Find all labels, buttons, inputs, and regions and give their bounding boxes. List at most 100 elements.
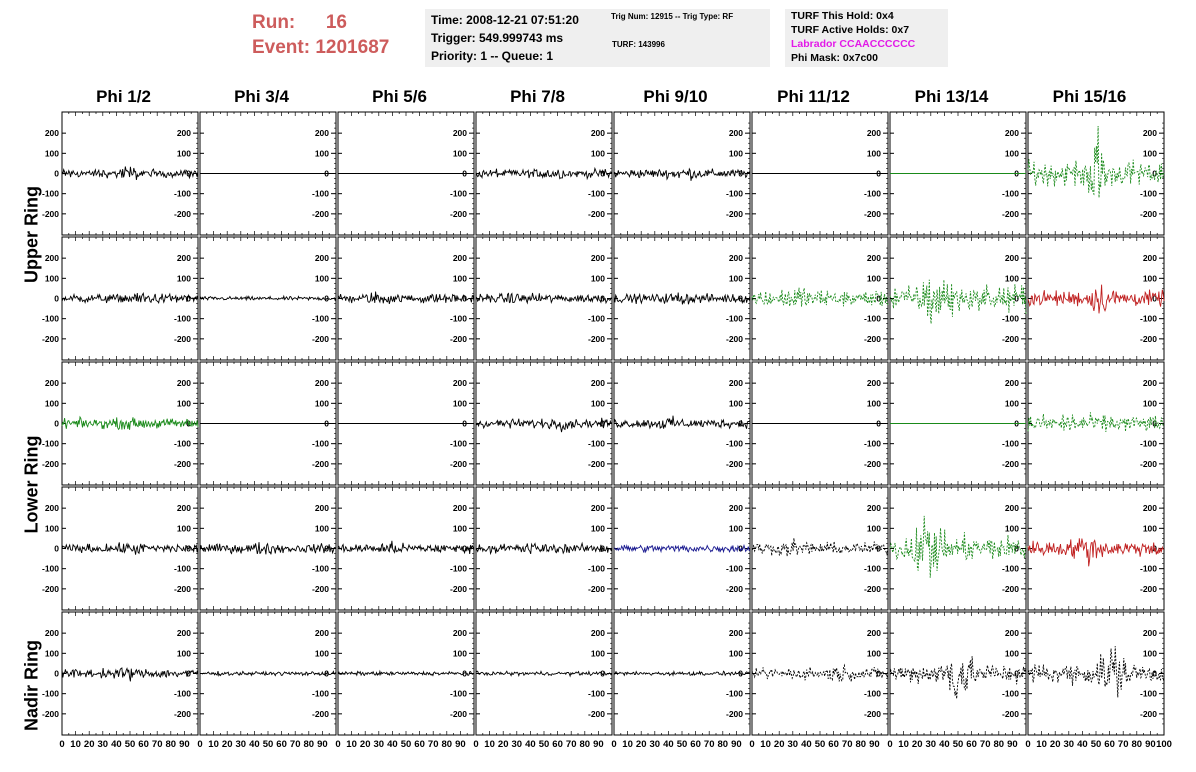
y-tick-label: 200 bbox=[729, 628, 743, 638]
x-tick-label: 10 bbox=[70, 739, 81, 750]
x-tick-label: 20 bbox=[498, 739, 509, 750]
y-tick-label: 200 bbox=[867, 378, 881, 388]
y-tick-label: -100 bbox=[588, 189, 605, 199]
x-tick-label: 10 bbox=[346, 739, 357, 750]
x-tick-label: 70 bbox=[566, 739, 577, 750]
y-tick-label: -100 bbox=[174, 564, 191, 574]
x-tick-label: 80 bbox=[442, 739, 453, 750]
x-tick-label: 80 bbox=[580, 739, 591, 750]
y-tick-label: 100 bbox=[729, 273, 743, 283]
waveform bbox=[61, 415, 199, 431]
y-tick-label: 200 bbox=[591, 128, 605, 138]
x-tick-label: 70 bbox=[980, 739, 991, 750]
run-event-info: Run: 16 Event: 1201687 bbox=[252, 10, 389, 60]
y-tick-label: -100 bbox=[42, 689, 59, 699]
x-tick-label: 30 bbox=[926, 739, 937, 750]
y-tick-label: -200 bbox=[1140, 709, 1157, 719]
y-tick-label: -200 bbox=[1002, 459, 1019, 469]
y-tick-label: -200 bbox=[1002, 709, 1019, 719]
y-tick-label: -200 bbox=[312, 334, 329, 344]
y-tick-label: 200 bbox=[729, 378, 743, 388]
waveform bbox=[613, 167, 751, 181]
y-tick-label: 100 bbox=[591, 398, 605, 408]
waveform bbox=[751, 287, 889, 307]
y-tick-label: -200 bbox=[726, 209, 743, 219]
x-tick-label: 90 bbox=[455, 739, 466, 750]
y-tick-label: -200 bbox=[174, 709, 191, 719]
y-tick-label: 100 bbox=[1005, 148, 1019, 158]
waveform bbox=[475, 292, 613, 305]
x-tick-label: 90 bbox=[179, 739, 190, 750]
waveform bbox=[1027, 412, 1165, 432]
y-tick-label: -100 bbox=[864, 314, 881, 324]
y-tick-label: 100 bbox=[867, 648, 881, 658]
y-tick-label: 0 bbox=[1152, 294, 1157, 304]
column-header: Phi 9/10 bbox=[643, 87, 708, 106]
y-tick-label: 200 bbox=[1143, 378, 1157, 388]
x-tick-label: 50 bbox=[815, 739, 826, 750]
x-tick-label: 30 bbox=[374, 739, 385, 750]
waveform bbox=[1027, 538, 1165, 567]
y-tick-label: 100 bbox=[315, 398, 329, 408]
y-tick-label: 100 bbox=[45, 648, 59, 658]
x-tick-label: 80 bbox=[1132, 739, 1143, 750]
y-tick-label: 100 bbox=[177, 148, 191, 158]
y-tick-label: 200 bbox=[453, 128, 467, 138]
y-tick-label: 100 bbox=[729, 398, 743, 408]
y-tick-label: 200 bbox=[867, 628, 881, 638]
y-tick-label: 100 bbox=[867, 273, 881, 283]
waveform bbox=[200, 670, 337, 677]
turf-this-hold: TURF This Hold: 0x4 bbox=[791, 10, 894, 22]
y-tick-label: -100 bbox=[864, 189, 881, 199]
x-tick-label: 80 bbox=[994, 739, 1005, 750]
y-tick-label: 0 bbox=[54, 544, 59, 554]
y-tick-label: -100 bbox=[450, 564, 467, 574]
y-tick-label: 100 bbox=[591, 273, 605, 283]
y-tick-label: -200 bbox=[450, 209, 467, 219]
x-tick-label: 30 bbox=[650, 739, 661, 750]
y-tick-label: 100 bbox=[315, 523, 329, 533]
y-tick-label: 200 bbox=[867, 128, 881, 138]
y-tick-label: 0 bbox=[54, 669, 59, 679]
y-tick-label: 100 bbox=[177, 273, 191, 283]
y-tick-label: 200 bbox=[1005, 503, 1019, 513]
y-tick-label: -200 bbox=[312, 209, 329, 219]
x-tick-label: 40 bbox=[387, 739, 398, 750]
waveform bbox=[889, 656, 1027, 699]
x-tick-label: 0 bbox=[335, 739, 340, 750]
y-tick-label: -200 bbox=[1140, 209, 1157, 219]
time-info-box: Time: 2008-12-21 07:51:20 Trigger: 549.9… bbox=[425, 9, 608, 67]
x-tick-label: 60 bbox=[138, 739, 149, 750]
column-header: Phi 1/2 bbox=[96, 87, 151, 106]
y-tick-label: 100 bbox=[45, 273, 59, 283]
x-tick-label: 50 bbox=[677, 739, 688, 750]
y-tick-label: -200 bbox=[726, 584, 743, 594]
y-tick-label: -100 bbox=[174, 439, 191, 449]
x-tick-label: 40 bbox=[525, 739, 536, 750]
y-tick-label: -200 bbox=[1002, 334, 1019, 344]
y-tick-label: 100 bbox=[453, 398, 467, 408]
waveform bbox=[889, 515, 1027, 578]
y-tick-label: -100 bbox=[312, 689, 329, 699]
x-tick-label: 60 bbox=[690, 739, 701, 750]
y-tick-label: 100 bbox=[729, 148, 743, 158]
y-tick-label: -100 bbox=[450, 439, 467, 449]
y-tick-label: 200 bbox=[453, 253, 467, 263]
y-tick-label: -200 bbox=[726, 709, 743, 719]
x-tick-label: 50 bbox=[125, 739, 136, 750]
y-tick-label: -200 bbox=[450, 709, 467, 719]
y-tick-label: 200 bbox=[1143, 128, 1157, 138]
x-tick-label: 40 bbox=[111, 739, 122, 750]
y-tick-label: -100 bbox=[42, 189, 59, 199]
x-tick-label: 90 bbox=[869, 739, 880, 750]
x-tick-label: 10 bbox=[1036, 739, 1047, 750]
y-tick-label: 100 bbox=[453, 273, 467, 283]
y-tick-label: -100 bbox=[588, 314, 605, 324]
y-tick-label: 200 bbox=[867, 253, 881, 263]
x-tick-label: 30 bbox=[236, 739, 247, 750]
x-tick-label: 20 bbox=[774, 739, 785, 750]
y-tick-label: -200 bbox=[726, 334, 743, 344]
time-text: Time: 2008-12-21 07:51:20 bbox=[431, 13, 579, 27]
y-tick-label: 0 bbox=[738, 544, 743, 554]
waveform bbox=[61, 542, 199, 555]
